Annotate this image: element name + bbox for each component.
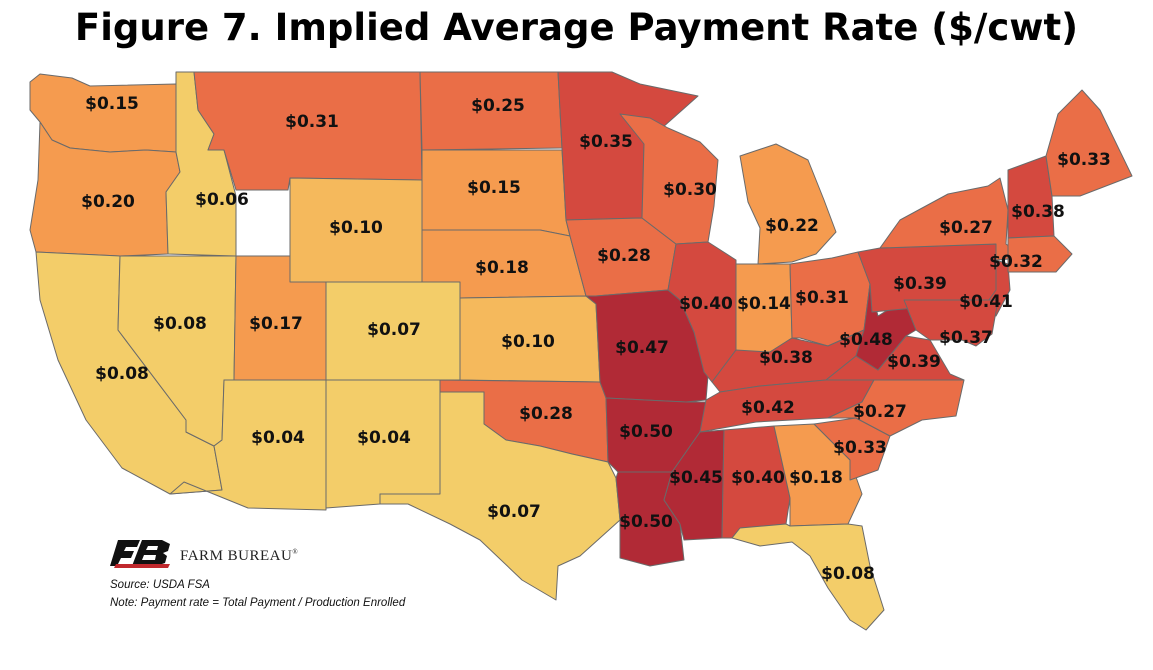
- value-label-id: $0.06: [195, 190, 249, 210]
- value-label-va: $0.39: [887, 352, 941, 372]
- value-label-ia: $0.28: [597, 246, 651, 266]
- value-label-ky: $0.38: [759, 348, 813, 368]
- value-label-wa: $0.15: [85, 94, 139, 114]
- value-label-ks: $0.10: [501, 332, 555, 352]
- value-label-mo: $0.47: [615, 338, 669, 358]
- value-label-wy: $0.10: [329, 218, 383, 238]
- value-label-nv: $0.08: [153, 314, 207, 334]
- value-label-mt: $0.31: [285, 112, 339, 132]
- value-label-md: $0.37: [939, 328, 993, 348]
- value-label-wi: $0.30: [663, 180, 717, 200]
- notes: Source: USDA FSA Note: Payment rate = To…: [110, 576, 405, 612]
- state-fl: [731, 523, 885, 631]
- value-label-il: $0.40: [679, 294, 733, 314]
- value-label-ms: $0.45: [669, 468, 723, 488]
- state-wi: [619, 113, 719, 245]
- value-label-nd: $0.25: [471, 96, 525, 116]
- value-label-tx: $0.07: [487, 502, 541, 522]
- value-label-ar: $0.50: [619, 422, 673, 442]
- value-label-ca: $0.08: [95, 364, 149, 384]
- farm-bureau-logo-icon: FB: [110, 540, 170, 568]
- value-label-fl: $0.08: [821, 564, 875, 584]
- state-nc: [827, 379, 965, 437]
- value-label-pa: $0.39: [893, 274, 947, 294]
- value-label-nm: $0.04: [357, 428, 411, 448]
- value-label-ne: $0.18: [475, 258, 529, 278]
- value-label-oh: $0.31: [795, 288, 849, 308]
- page-title: Figure 7. Implied Average Payment Rate (…: [74, 6, 1079, 49]
- value-label-mi: $0.22: [765, 216, 819, 236]
- value-label-sd: $0.15: [467, 178, 521, 198]
- state-vt-nh: [1007, 155, 1055, 239]
- value-label-in: $0.14: [737, 294, 791, 314]
- value-label-or: $0.20: [81, 192, 135, 212]
- value-label-nc: $0.27: [853, 402, 907, 422]
- source-note: Source: USDA FSA: [110, 579, 210, 591]
- value-label-co: $0.07: [367, 320, 421, 340]
- value-label-ok: $0.28: [519, 404, 573, 424]
- value-label-ga: $0.18: [789, 468, 843, 488]
- value-label-az: $0.04: [251, 428, 305, 448]
- state-ms: [663, 429, 725, 541]
- state-mi: [739, 143, 837, 265]
- state-me: [1045, 89, 1133, 197]
- value-label-nj: $0.41: [959, 292, 1013, 312]
- state-il: [667, 241, 737, 383]
- value-label-tn: $0.42: [741, 398, 795, 418]
- value-label-ny: $0.27: [939, 218, 993, 238]
- value-label-vt-nh: $0.38: [1011, 202, 1065, 222]
- state-ma-ct-ri: [1007, 235, 1073, 273]
- value-label-mn: $0.35: [579, 132, 633, 152]
- logo-text: FARM BUREAU: [180, 548, 293, 564]
- value-label-ma-ct-ri: $0.32: [989, 252, 1043, 272]
- state-md: [903, 299, 999, 347]
- formula-note: Note: Payment rate = Total Payment / Pro…: [110, 597, 406, 609]
- value-label-me: $0.33: [1057, 150, 1111, 170]
- state-tx: [379, 391, 621, 601]
- value-label-al: $0.40: [731, 468, 785, 488]
- value-label-la: $0.50: [619, 512, 673, 532]
- state-mt: [193, 71, 423, 191]
- state-mo: [585, 289, 709, 403]
- value-label-sc: $0.33: [833, 438, 887, 458]
- value-label-ut: $0.17: [249, 314, 303, 334]
- farm-bureau-logo: FB FARM BUREAU®: [110, 538, 350, 572]
- value-label-wv: $0.48: [839, 330, 893, 350]
